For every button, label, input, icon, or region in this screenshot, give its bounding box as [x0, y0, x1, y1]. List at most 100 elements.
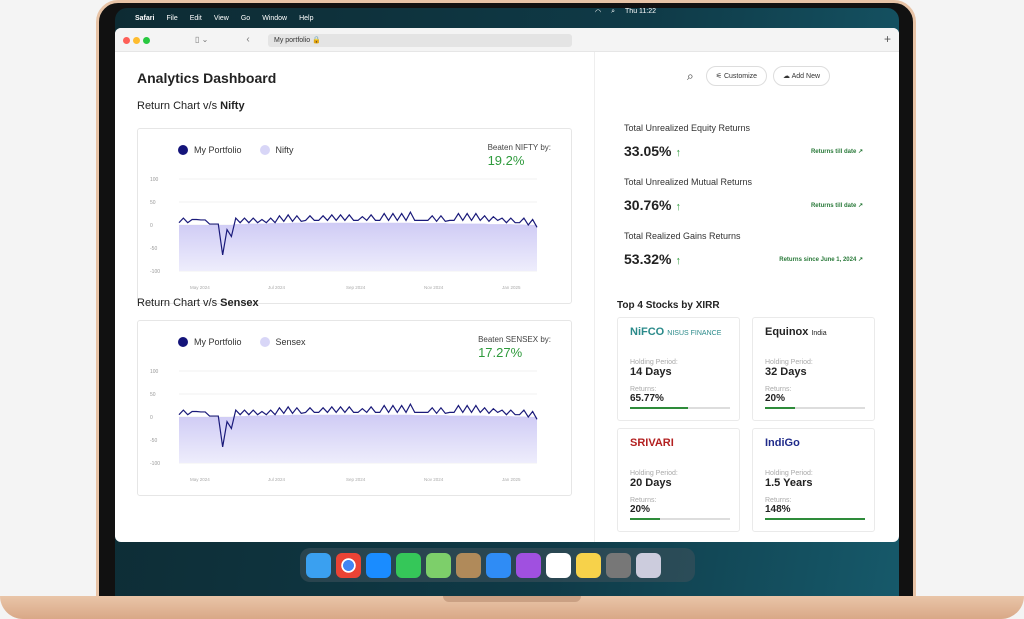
returns-label: Returns: — [765, 386, 792, 393]
stock-card[interactable]: SRIVARI Holding Period: 20 Days Returns:… — [617, 428, 740, 532]
legend-label: My Portfolio — [194, 337, 242, 347]
x-tick-label: Jul 2024 — [268, 285, 286, 290]
x-tick-label: Nov 2024 — [424, 285, 444, 290]
dock — [300, 548, 695, 582]
arrow-up-icon: ↑ — [675, 201, 681, 213]
y-tick-label: 50 — [150, 200, 156, 206]
screen: Safari File Edit View Go Window Help ◠ ⌕ T… — [115, 8, 899, 596]
returns-progress — [765, 407, 865, 409]
address-bar[interactable]: My portfolio 🔒 — [268, 34, 572, 47]
menu-go[interactable]: Go — [240, 14, 251, 22]
app-store-icon[interactable] — [366, 552, 391, 578]
returns-progress-fill — [765, 518, 865, 520]
legend-portfolio[interactable]: My Portfolio — [178, 337, 242, 347]
chart-title-prefix: Return Chart v/s — [137, 297, 221, 309]
legend-dot-icon — [178, 145, 188, 155]
stat-value-text: 30.76% — [624, 197, 672, 213]
customize-label: Customize — [723, 73, 758, 80]
legend-label: Sensex — [275, 337, 306, 347]
stock-card[interactable]: Equinox India Holding Period: 32 Days Re… — [752, 317, 875, 421]
returns-label: Returns: — [765, 497, 792, 504]
legend-benchmark[interactable]: Sensex — [259, 337, 306, 347]
chrome-icon[interactable] — [336, 552, 361, 578]
returns-value: 148% — [765, 504, 791, 515]
finder-icon[interactable] — [306, 552, 331, 578]
returns-value: 65.77% — [630, 393, 664, 404]
new-tab-button[interactable]: + — [883, 32, 891, 46]
add-new-button[interactable]: ☁ Add New — [773, 66, 831, 86]
notes-icon[interactable] — [576, 552, 601, 578]
x-tick-label: Jul 2024 — [268, 477, 286, 482]
back-icon[interactable]: ‹ — [246, 34, 250, 45]
menu-edit[interactable]: Edit — [189, 14, 202, 22]
return-chart-card: My Portfolio Sensex Beaten SENSEX by: 17.2… — [137, 320, 572, 496]
trash-icon[interactable] — [636, 552, 661, 578]
menu-app[interactable]: Safari — [135, 14, 155, 22]
maps-icon[interactable] — [426, 552, 451, 578]
messages-icon[interactable] — [396, 552, 421, 578]
url-text: My portfolio — [274, 37, 311, 44]
y-tick-label: 100 — [150, 177, 159, 183]
chart-title-prefix: Return Chart v/s — [137, 100, 221, 112]
menu-view[interactable]: View — [213, 14, 229, 22]
legend-benchmark[interactable]: Nifty — [259, 145, 294, 155]
returns-value: 20% — [630, 504, 651, 515]
stat-note-link[interactable]: Returns till date ↗ — [810, 203, 863, 209]
menu-help[interactable]: Help — [299, 14, 314, 22]
search-icon[interactable]: ⌕ — [611, 8, 616, 15]
stat-value: 30.76% ↑ — [624, 197, 681, 213]
search-icon[interactable]: ⌕ — [687, 68, 694, 83]
x-tick-label: May 2024 — [190, 285, 210, 290]
beaten-value: 19.2% — [487, 153, 525, 168]
beaten-value: 17.27% — [478, 345, 523, 360]
menu-window[interactable]: Window — [262, 14, 288, 22]
portfolio-line — [178, 210, 538, 256]
laptop-base — [0, 596, 1024, 619]
podcasts-icon[interactable] — [516, 552, 541, 578]
return-chart: 100 50 0 -50 -100 May 2024 Jul 2024 Sep 2024 Nov… — [150, 369, 538, 482]
sidebar-icon[interactable]: ▯ ⌄ — [195, 35, 209, 44]
close-button[interactable] — [123, 36, 130, 44]
wifi-icon[interactable]: ◠ — [595, 9, 602, 16]
holding-value: 20 Days — [630, 477, 672, 489]
stat-note-link[interactable]: Returns since June 1, 2024 ↗ — [779, 257, 863, 263]
x-tick-label: Jan 2025 — [502, 285, 521, 290]
stock-card[interactable]: NiFCO NISUS FINANCE Holding Period: 14 D… — [617, 317, 740, 421]
y-tick-label: 0 — [150, 223, 153, 229]
stat-value: 53.32% ↑ — [624, 251, 681, 267]
legend-portfolio[interactable]: My Portfolio — [178, 145, 242, 155]
stock-subname: NISUS FINANCE — [667, 330, 722, 337]
y-tick-label: 50 — [150, 392, 156, 398]
stat-value: 33.05% ↑ — [624, 143, 681, 159]
holding-value: 14 Days — [630, 366, 672, 378]
contacts-icon[interactable] — [456, 552, 481, 578]
customize-button[interactable]: ⚟ Customize — [705, 66, 768, 86]
portfolio-line — [178, 402, 538, 448]
browser-window: ▯ ⌄ ‹ My portfolio 🔒 + Analytics Dashboa… — [115, 28, 899, 542]
zoom-button[interactable] — [143, 36, 150, 44]
beaten-by: Beaten SENSEX by: 17.27% — [478, 335, 551, 360]
stat-value-text: 53.32% — [624, 251, 672, 267]
stat-note-link[interactable]: Returns till date ↗ — [810, 149, 863, 155]
reminders-icon[interactable] — [546, 552, 571, 578]
holding-label: Holding Period: — [630, 359, 678, 366]
minimize-button[interactable] — [133, 36, 140, 44]
y-tick-label: 100 — [150, 369, 159, 375]
beaten-by: Beaten NIFTY by: 19.2% — [488, 143, 551, 168]
menu-bar: Safari File Edit View Go Window Help ◠ ⌕ T… — [115, 8, 899, 28]
stock-card[interactable]: IndiGo Holding Period: 1.5 Years Returns… — [752, 428, 875, 532]
clock[interactable]: Thu 11:22 — [625, 8, 657, 15]
stock-name: SRIVARI — [630, 437, 674, 449]
browser-toolbar: ▯ ⌄ ‹ My portfolio 🔒 + — [115, 28, 899, 52]
legend-label: My Portfolio — [194, 145, 242, 155]
settings-icon[interactable] — [606, 552, 631, 578]
add-new-label: Add New — [791, 73, 821, 80]
holding-value: 32 Days — [765, 366, 807, 378]
mail-icon[interactable] — [486, 552, 511, 578]
stock-name: NiFCO — [630, 326, 665, 338]
stock-logo: NiFCO NISUS FINANCE — [630, 326, 727, 350]
legend-dot-icon — [259, 145, 270, 155]
chart-title: Return Chart v/s Nifty — [137, 100, 245, 112]
menu-file[interactable]: File — [166, 14, 178, 22]
y-tick-label: -100 — [150, 269, 160, 275]
